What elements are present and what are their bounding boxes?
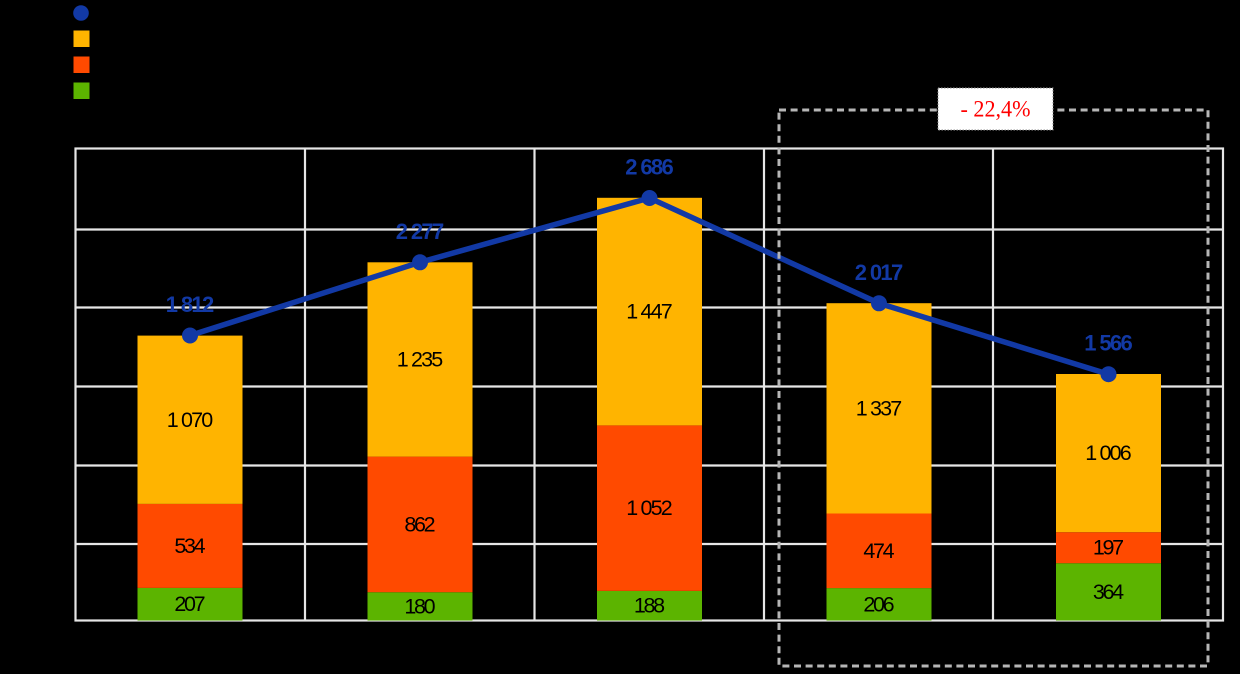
svg-text:206: 206 bbox=[863, 592, 894, 616]
svg-text:180: 180 bbox=[404, 594, 435, 618]
svg-text:1 006: 1 006 bbox=[1085, 441, 1131, 465]
svg-text:1 235: 1 235 bbox=[397, 348, 443, 372]
svg-text:1 070: 1 070 bbox=[167, 408, 213, 432]
svg-text:1 052: 1 052 bbox=[626, 496, 672, 520]
svg-text:534: 534 bbox=[174, 534, 205, 558]
svg-text:364: 364 bbox=[1093, 580, 1124, 604]
svg-text:2 277: 2 277 bbox=[396, 219, 445, 244]
svg-text:1 566: 1 566 bbox=[1084, 331, 1133, 356]
svg-text:207: 207 bbox=[174, 592, 205, 616]
svg-text:1 812: 1 812 bbox=[166, 292, 215, 317]
svg-text:862: 862 bbox=[404, 512, 435, 536]
svg-text:188: 188 bbox=[634, 594, 665, 618]
svg-text:1 447: 1 447 bbox=[626, 300, 672, 324]
svg-text:474: 474 bbox=[863, 539, 894, 563]
svg-text:2 017: 2 017 bbox=[855, 260, 904, 285]
svg-text:197: 197 bbox=[1093, 536, 1124, 560]
svg-text:2 686: 2 686 bbox=[625, 155, 674, 180]
svg-text:1 337: 1 337 bbox=[856, 396, 902, 420]
svg-text:- 22,4%: - 22,4% bbox=[961, 97, 1031, 123]
